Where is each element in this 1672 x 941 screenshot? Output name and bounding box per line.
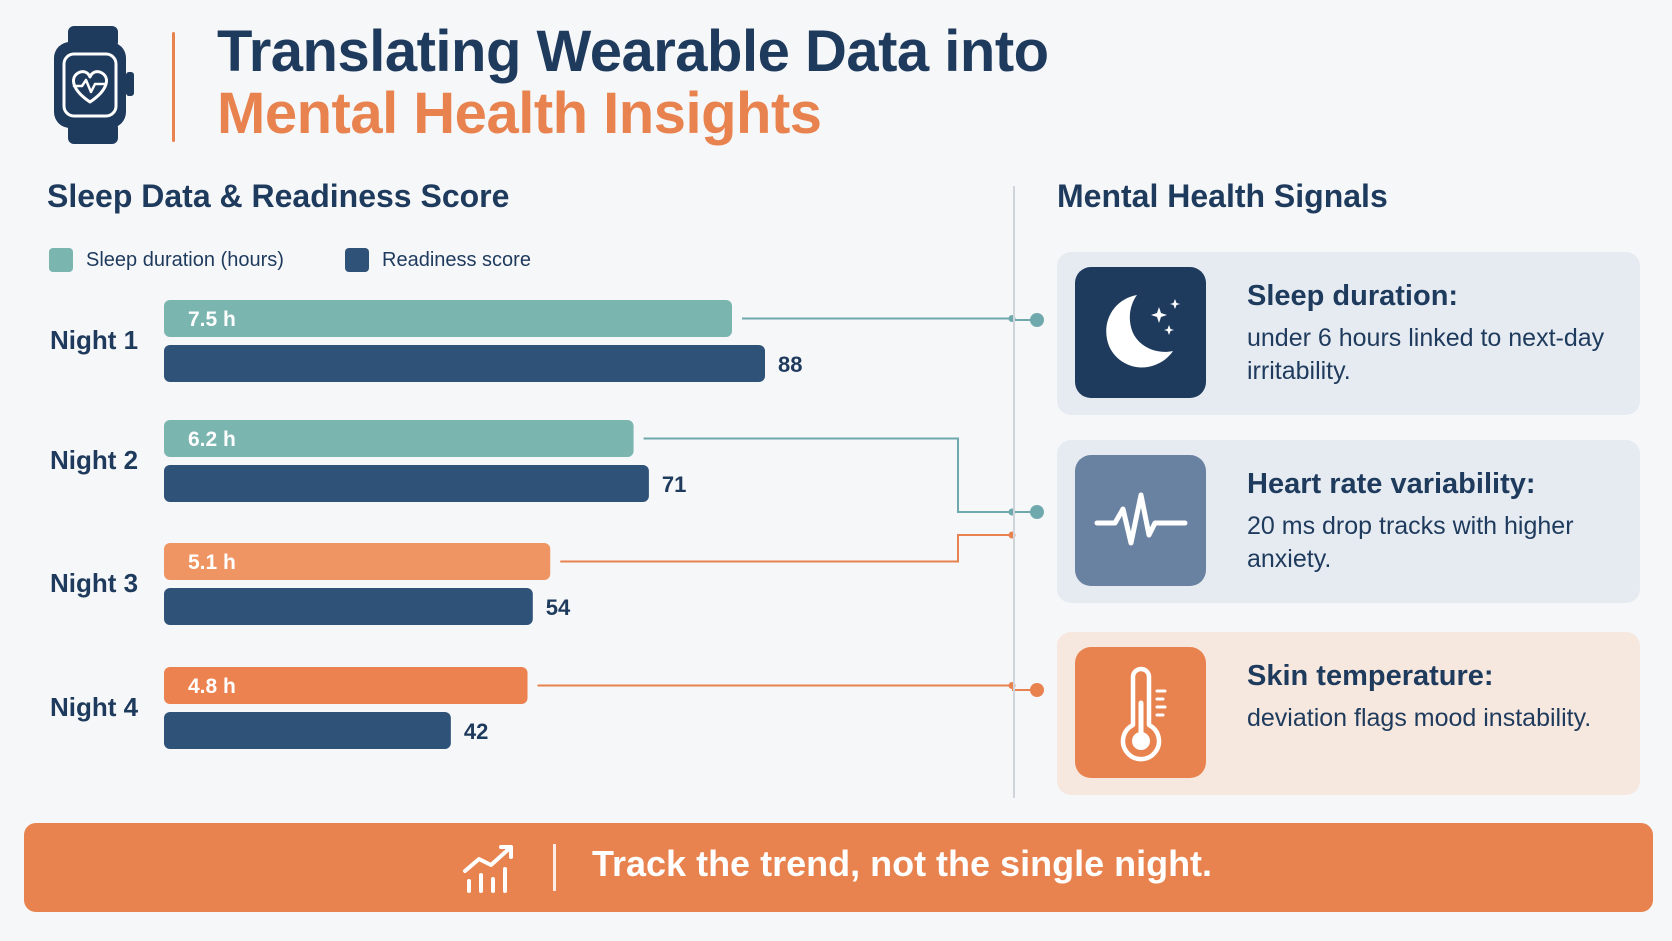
thermometer-icon — [1075, 647, 1206, 778]
banner-message: Track the trend, not the single night. — [592, 843, 1213, 884]
banner-divider — [553, 844, 556, 891]
readiness-bar — [164, 588, 533, 625]
signal-card-sleep: Sleep duration: under 6 hours linked to … — [1057, 252, 1640, 415]
signal-card-hrv: Heart rate variability: 20 ms drop track… — [1057, 440, 1640, 603]
moon-stars-icon — [1075, 267, 1206, 398]
signal-body-sleep: under 6 hours linked to next-day irritab… — [1247, 324, 1605, 385]
bottom-banner: Track the trend, not the single night. — [24, 823, 1653, 912]
readiness-data-label: 71 — [662, 472, 686, 497]
signal-title-hrv: Heart rate variability: — [1247, 468, 1536, 500]
readiness-bar — [164, 345, 765, 382]
connector-endpoint — [1030, 683, 1044, 697]
signal-title-sleep: Sleep duration: — [1247, 280, 1459, 312]
signal-body-hrv: 20 ms drop tracks with higher anxiety. — [1247, 512, 1574, 573]
category-label: Night 3 — [50, 568, 138, 598]
legend-swatch-readiness — [345, 248, 369, 272]
legend-swatch-sleep — [49, 248, 73, 272]
trend-chart-icon — [463, 845, 513, 893]
connector-endpoint — [1030, 505, 1044, 519]
readiness-data-label: 88 — [778, 352, 802, 377]
chart-section-title: Sleep Data & Readiness Score — [47, 178, 510, 214]
sleep-data-label: 5.1 h — [188, 551, 236, 574]
legend-item-sleep: Sleep duration (hours) — [49, 248, 284, 272]
page-title: Translating Wearable Data into — [217, 19, 1049, 84]
signal-body-temperature: deviation flags mood instability. — [1247, 704, 1592, 732]
smartwatch-heart-icon — [54, 26, 134, 144]
connector-line — [560, 534, 1010, 563]
connector-endpoint — [1030, 313, 1044, 327]
sleep-data-label: 4.8 h — [188, 675, 236, 698]
heartbeat-icon — [1075, 455, 1206, 586]
sleep-bar — [164, 543, 551, 580]
category-label: Night 1 — [50, 325, 138, 355]
signal-card-temperature: Skin temperature: deviation flags mood i… — [1057, 632, 1640, 795]
sleep-bar — [164, 420, 634, 457]
readiness-data-label: 54 — [546, 595, 571, 620]
sleep-bar — [164, 300, 732, 337]
category-label: Night 4 — [50, 692, 139, 722]
page-subtitle: Mental Health Insights — [217, 81, 822, 146]
readiness-bar — [164, 712, 451, 749]
readiness-bar — [164, 465, 649, 502]
signals-section-title: Mental Health Signals — [1057, 178, 1388, 214]
category-label: Night 2 — [50, 445, 138, 475]
title-divider — [172, 32, 175, 142]
sleep-data-label: 7.5 h — [188, 308, 236, 331]
readiness-data-label: 42 — [464, 719, 488, 744]
section-divider — [1013, 186, 1015, 798]
sleep-data-label: 6.2 h — [188, 428, 236, 451]
legend-label-readiness: Readiness score — [382, 248, 531, 271]
legend-item-readiness: Readiness score — [345, 248, 531, 272]
legend-label-sleep: Sleep duration (hours) — [86, 248, 284, 271]
sleep-bar — [164, 667, 528, 704]
connector-line — [643, 437, 1010, 513]
signal-title-temperature: Skin temperature: — [1247, 660, 1494, 692]
